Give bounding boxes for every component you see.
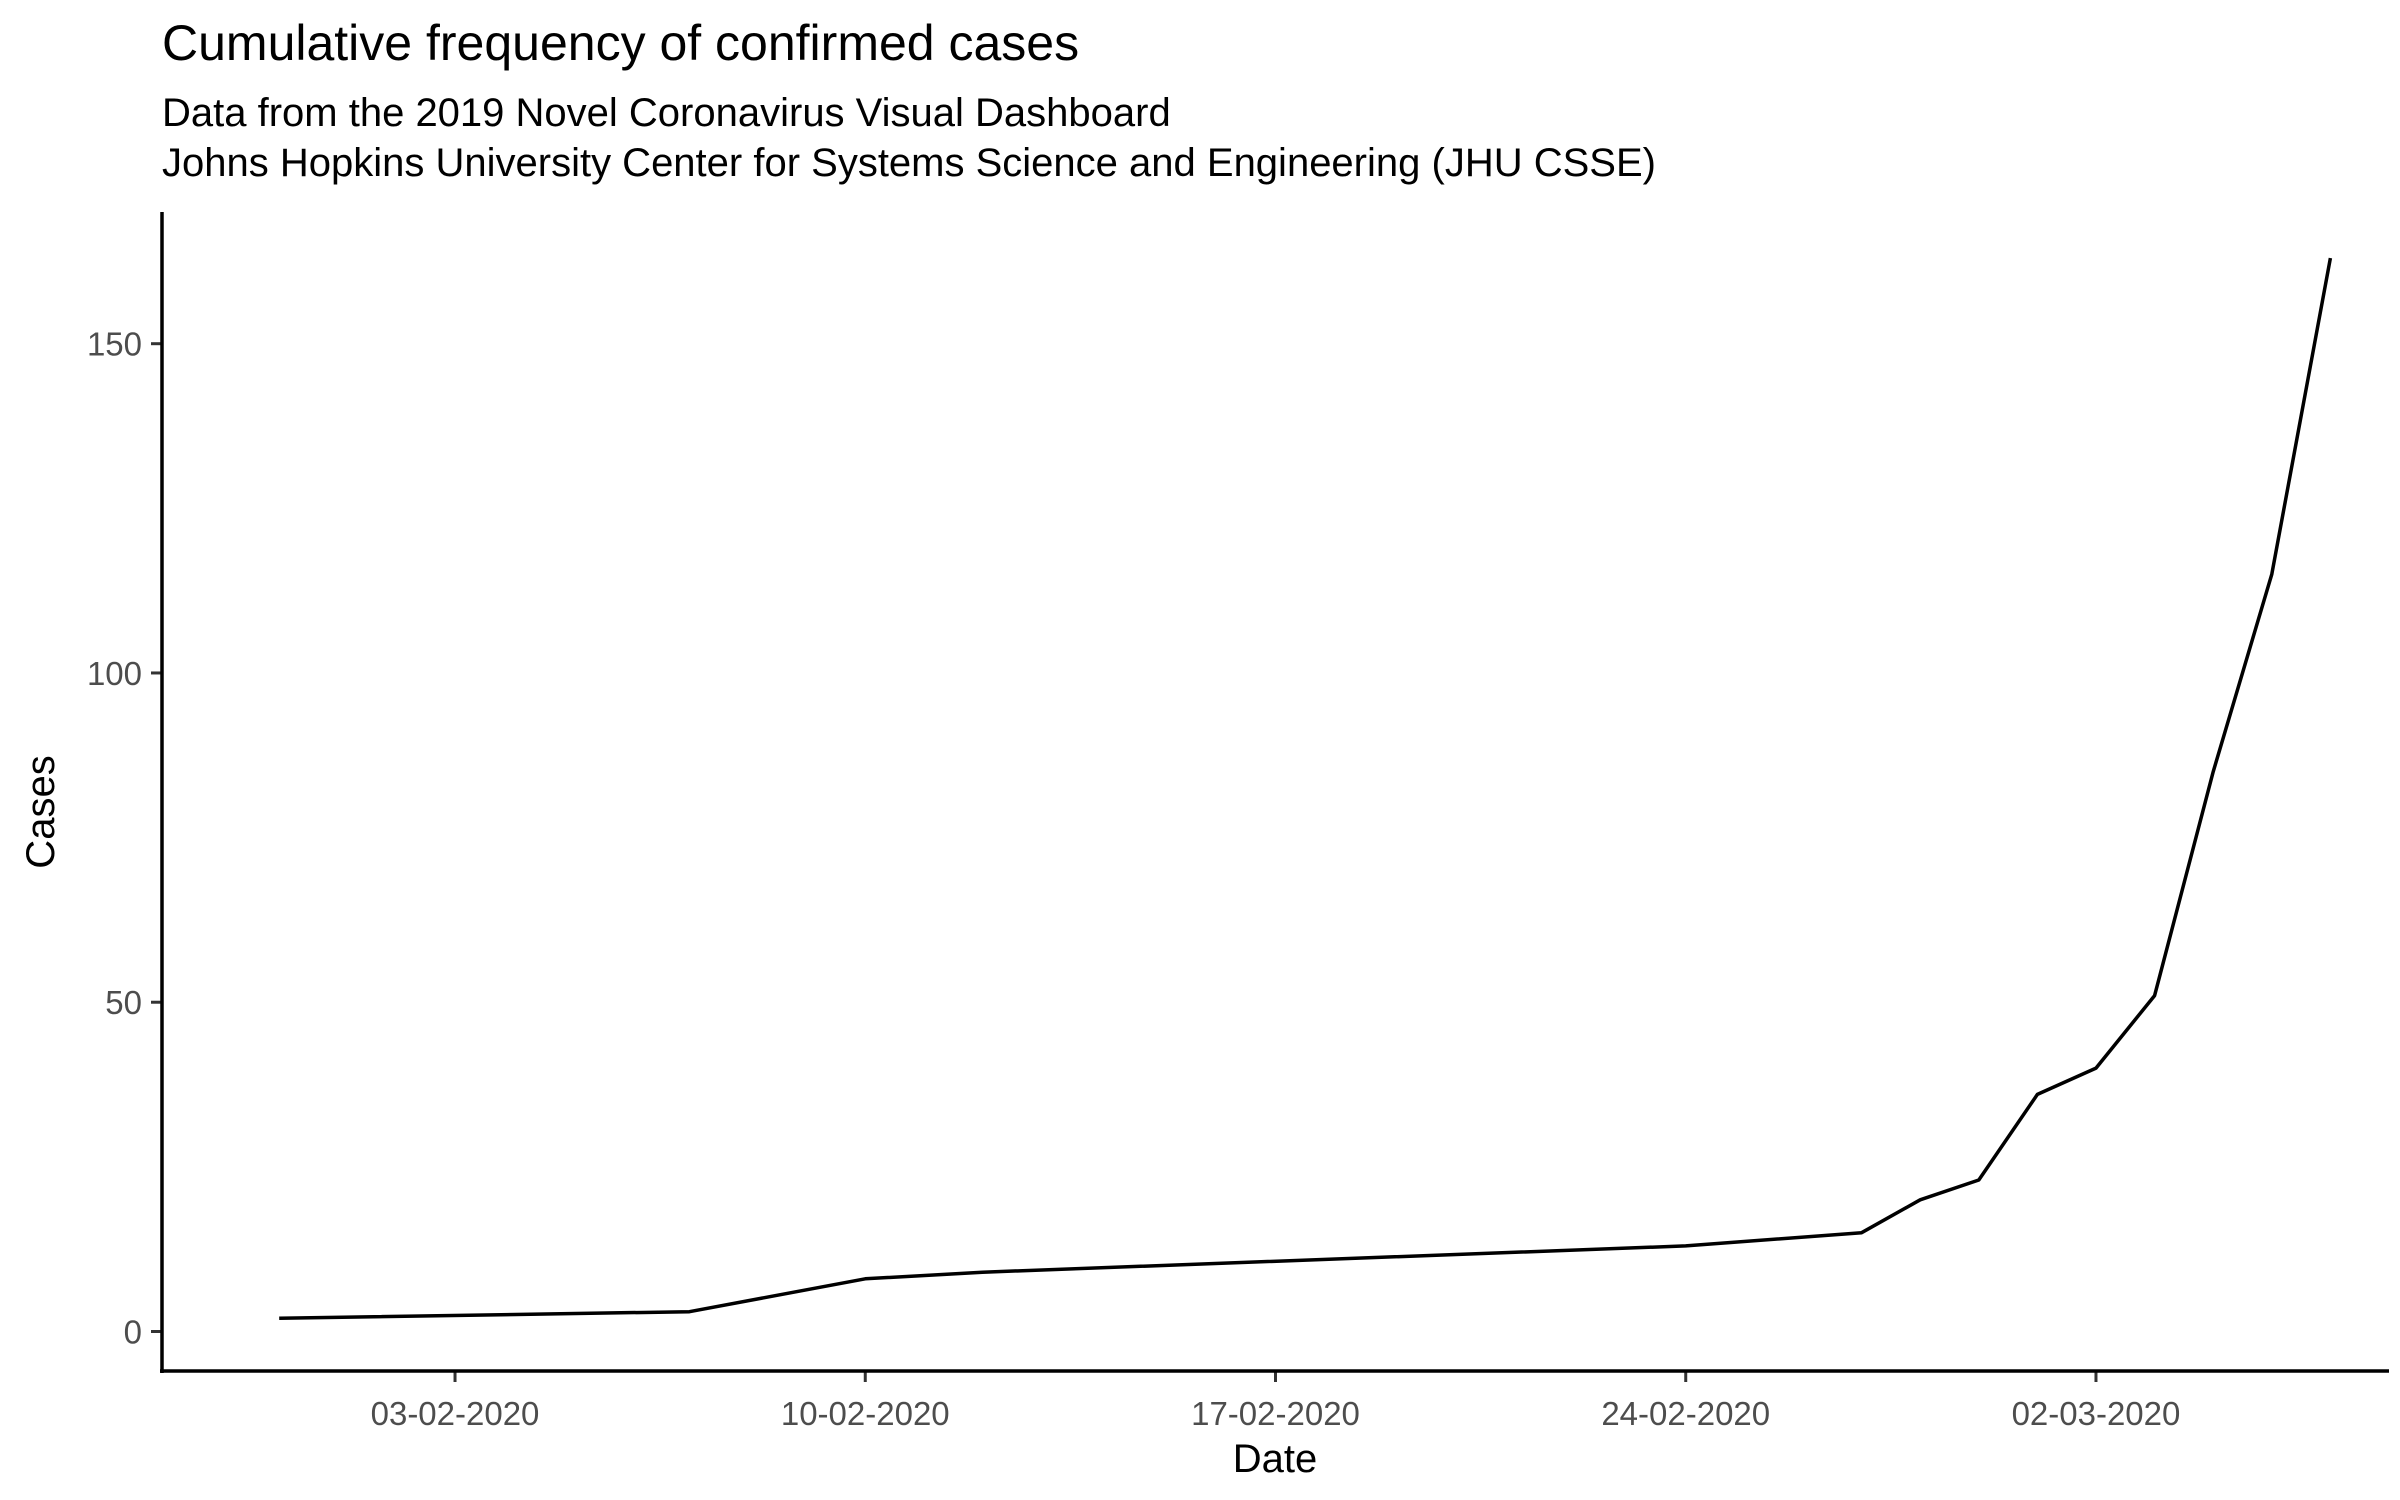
x-tick-label: 24-02-2020 <box>1601 1395 1770 1432</box>
y-axis-ticks: 0 50 100 150 <box>87 326 162 1350</box>
chart-subtitle-line-1: Data from the 2019 Novel Coronavirus Vis… <box>162 91 1171 135</box>
x-tick-label: 10-02-2020 <box>781 1395 950 1432</box>
x-axis-title: Date <box>1233 1437 1318 1481</box>
y-tick-label: 100 <box>87 655 142 692</box>
series-line <box>279 257 2333 1321</box>
x-tick-label: 17-02-2020 <box>1191 1395 1360 1432</box>
x-tick-label: 03-02-2020 <box>371 1395 540 1432</box>
y-tick-label: 50 <box>105 984 142 1021</box>
x-tick-label: 02-03-2020 <box>2012 1395 2181 1432</box>
y-axis-title: Cases <box>19 755 63 868</box>
y-tick-label: 0 <box>124 1313 142 1350</box>
x-axis-ticks: 03-02-2020 10-02-2020 17-02-2020 24-02-2020… <box>371 1371 2181 1432</box>
chart-subtitle-line-2: Johns Hopkins University Center for Syst… <box>162 141 1656 185</box>
y-tick-label: 150 <box>87 326 142 363</box>
chart-title: Cumulative frequency of confirmed cases <box>162 15 1079 71</box>
